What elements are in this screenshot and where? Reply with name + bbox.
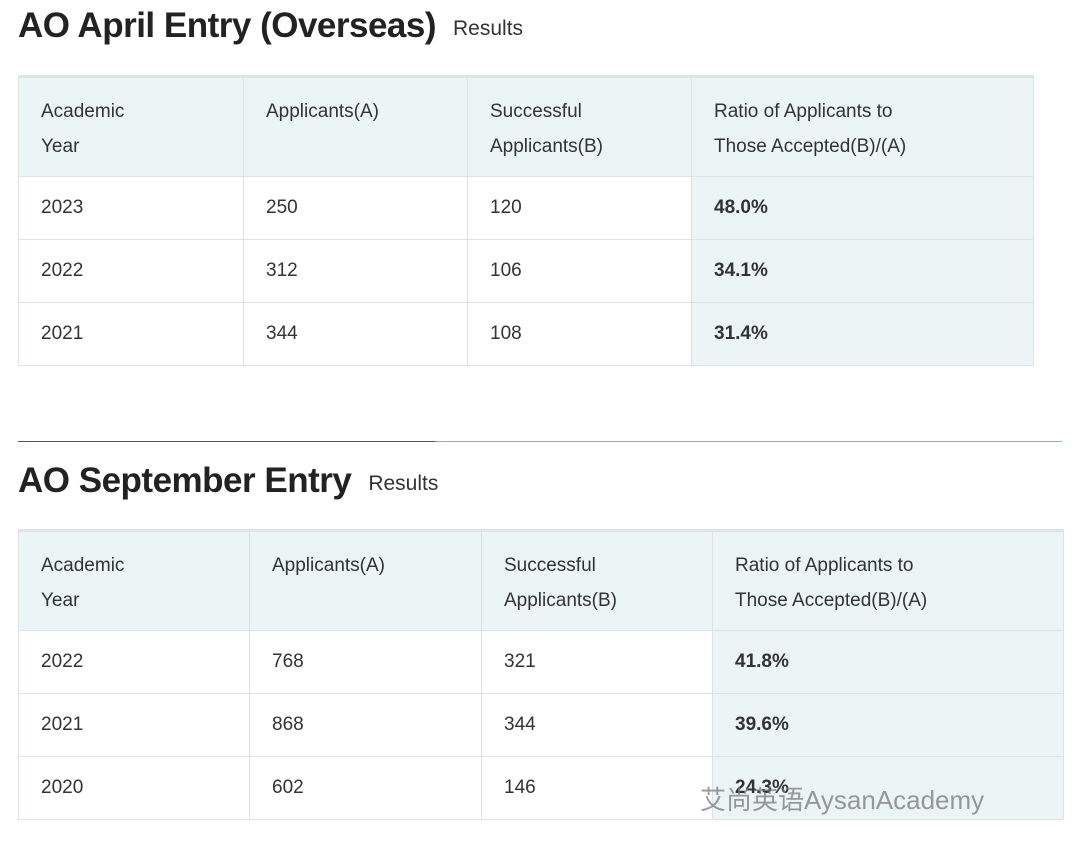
header-cell: Successful Applicants(B)	[467, 76, 692, 177]
data-row: 2021 344 108 31.4%	[18, 302, 1034, 366]
section-subtitle: Results	[453, 17, 524, 40]
header-text: Academic Year	[41, 555, 125, 611]
cell: 120	[467, 176, 692, 240]
section-subtitle: Results	[368, 472, 439, 495]
cell: 41.8%	[712, 630, 1064, 694]
header-cell: Successful Applicants(B)	[481, 530, 713, 631]
cell: 2022	[18, 239, 244, 303]
results-table: Academic Year Applicants(A) Successful App…	[18, 75, 1034, 366]
section-header: AO September Entry Results	[18, 455, 438, 507]
cell: 2023	[18, 176, 244, 240]
cell: 768	[249, 630, 482, 694]
cell: 39.6%	[712, 693, 1064, 757]
data-row: 2020 602 146 24.3%	[18, 756, 1064, 820]
section-title: AO September Entry	[18, 461, 352, 500]
header-text: Applicants(A)	[272, 555, 385, 576]
watermark: 艾尚英语AysanAcademy	[700, 785, 985, 815]
cell: 868	[249, 693, 482, 757]
cell: 31.4%	[691, 302, 1034, 366]
data-row: 2022 768 321 41.8%	[18, 630, 1064, 694]
header-row: Academic Year Applicants(A) Successful App…	[18, 530, 1064, 631]
results-table: Academic Year Applicants(A) Successful App…	[18, 529, 1064, 820]
header-row: Academic Year Applicants(A) Successful App…	[18, 76, 1034, 177]
header-text: Academic Year	[41, 101, 125, 157]
header-cell: Ratio of Applicants to Those Accepted(B)…	[691, 76, 1034, 177]
cell: 344	[481, 693, 713, 757]
cell: 250	[243, 176, 468, 240]
header-text: Successful Applicants(B)	[504, 555, 617, 611]
cell: 2021	[18, 302, 244, 366]
cell: 602	[249, 756, 482, 820]
cell: 344	[243, 302, 468, 366]
header-text: Ratio of Applicants to Those Accepted(B)…	[735, 555, 928, 611]
header-text: Ratio of Applicants to Those Accepted(B)…	[714, 101, 907, 157]
header-text: Successful Applicants(B)	[490, 101, 603, 157]
header-cell: Applicants(A)	[243, 76, 468, 177]
cell: 2022	[18, 630, 250, 694]
cell: 24.3%	[712, 756, 1064, 820]
cell: 2020	[18, 756, 250, 820]
section-title: AO April Entry (Overseas)	[18, 6, 437, 45]
data-row: 2023 250 120 48.0%	[18, 176, 1034, 240]
divider	[18, 441, 1062, 442]
section: AO September Entry Results Academic Year…	[18, 455, 1064, 820]
cell: 34.1%	[691, 239, 1034, 303]
cell: 146	[481, 756, 713, 820]
header-cell: Academic Year	[18, 530, 250, 631]
cell: 106	[467, 239, 692, 303]
section: AO April Entry (Overseas) Results Academ…	[18, 0, 1034, 366]
header-cell: Academic Year	[18, 76, 244, 177]
header-cell: Ratio of Applicants to Those Accepted(B)…	[712, 530, 1064, 631]
header-text: Applicants(A)	[266, 101, 379, 122]
data-row: 2021 868 344 39.6%	[18, 693, 1064, 757]
cell: 48.0%	[691, 176, 1034, 240]
section-header: AO April Entry (Overseas) Results	[18, 0, 523, 52]
cell: 2021	[18, 693, 250, 757]
cell: 108	[467, 302, 692, 366]
cell: 312	[243, 239, 468, 303]
data-row: 2022 312 106 34.1%	[18, 239, 1034, 303]
cell: 321	[481, 630, 713, 694]
header-cell: Applicants(A)	[249, 530, 482, 631]
